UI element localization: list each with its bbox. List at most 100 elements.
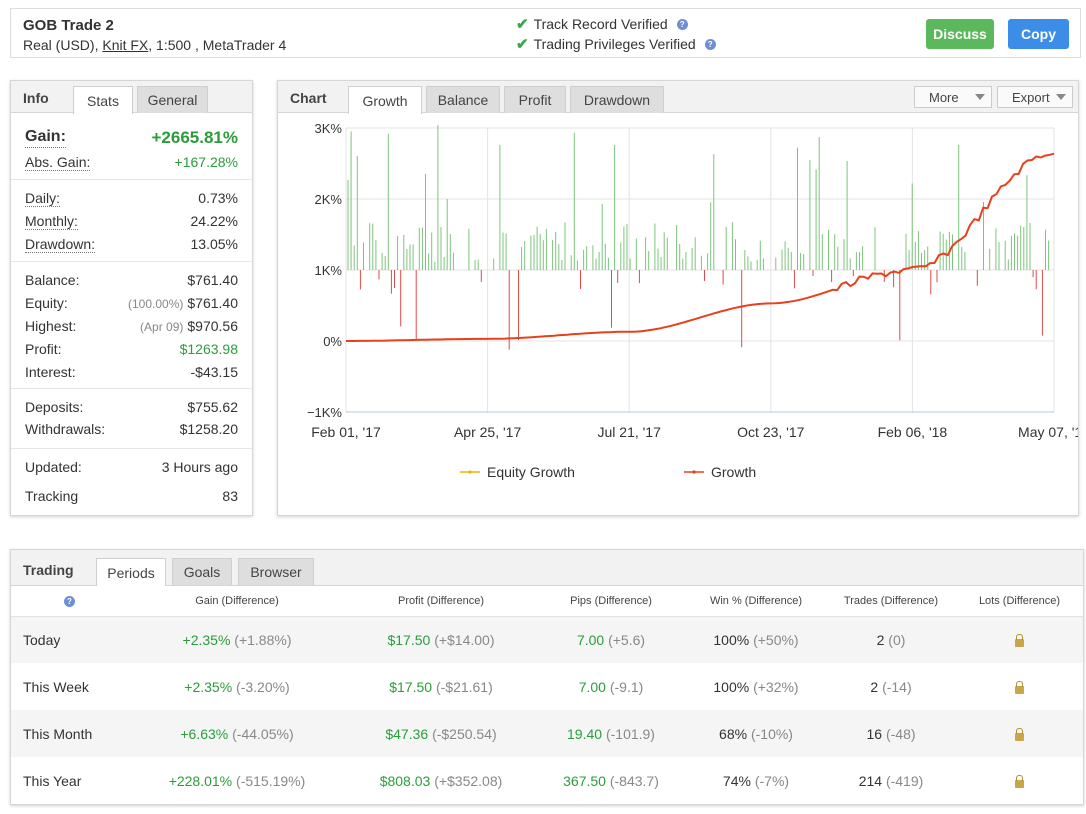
- pips-diff: (-101.9): [605, 725, 655, 742]
- tab-goals[interactable]: Goals: [172, 558, 232, 585]
- track-record-verified: ✔ Track Record Verified ?: [516, 15, 688, 33]
- tab-drawdown[interactable]: Drawdown: [570, 86, 664, 113]
- daily-value: 0.73%: [198, 190, 238, 206]
- track-record-label: Track Record Verified: [533, 16, 668, 32]
- pips-value: 367.50: [563, 772, 606, 789]
- gain-diff: (+1.88%): [234, 631, 292, 648]
- lock-icon: [1015, 633, 1024, 647]
- col-profit: Profit (Difference): [346, 586, 536, 617]
- y-tick-label: 0%: [323, 334, 342, 349]
- tab-growth[interactable]: Growth: [348, 86, 422, 114]
- help-header: ?: [11, 586, 128, 617]
- chart-title: Chart: [290, 90, 327, 106]
- gain-value: +2665.81%: [151, 128, 239, 147]
- gain-value: +2.35%: [182, 631, 231, 648]
- legend-marker: [692, 470, 696, 474]
- gain-section: Gain: +2665.81% Abs. Gain: +167.28%: [11, 114, 252, 180]
- pips-diff: (+5.6): [608, 631, 646, 648]
- highest-label: Highest:: [25, 318, 77, 334]
- legend-marker: [468, 470, 472, 474]
- x-tick-label: Apr 25, '17: [454, 424, 521, 440]
- balance-label: Balance:: [25, 272, 80, 288]
- check-icon: ✔: [516, 36, 529, 53]
- trading-privileges-label: Trading Privileges Verified: [533, 36, 696, 52]
- help-icon[interactable]: ?: [704, 38, 716, 50]
- win-value: 100%: [713, 678, 750, 695]
- table-row: This Week +2.35% (-3.20%) $17.50 (-$21.61)…: [11, 663, 1083, 710]
- tab-profit[interactable]: Profit: [504, 86, 566, 113]
- monthly-value: 24.22%: [190, 213, 238, 229]
- abs-gain-label: Abs. Gain:: [25, 154, 91, 171]
- updated-label: Updated:: [25, 459, 82, 475]
- tab-general[interactable]: General: [137, 86, 208, 113]
- trades-diff: (-14): [882, 678, 912, 695]
- trades-value: 2: [876, 631, 885, 648]
- trading-privileges-verified: ✔ Trading Privileges Verified ?: [516, 35, 716, 53]
- period-label: This Week: [23, 678, 89, 695]
- drawdown-label: Drawdown:: [25, 236, 96, 253]
- col-trades: Trades (Difference): [826, 586, 956, 617]
- more-dropdown[interactable]: More: [914, 86, 992, 108]
- help-icon[interactable]: ?: [64, 595, 75, 607]
- trades-diff: (-48): [885, 725, 916, 742]
- profit-diff: (-$250.54): [432, 725, 497, 742]
- tracking-value: 83: [222, 488, 238, 504]
- equity-label: Equity:: [25, 295, 68, 311]
- legend-label: Growth: [711, 464, 756, 480]
- gain-diff: (-3.20%): [236, 678, 290, 695]
- y-tick-label: 1K%: [315, 263, 343, 278]
- x-tick-label: Feb 06, '18: [878, 424, 948, 440]
- pips-diff: (-9.1): [609, 678, 644, 695]
- balance-section: Balance: $761.40 Equity: (100.00%) $761.40 …: [11, 262, 252, 389]
- copy-button[interactable]: Copy: [1008, 19, 1069, 49]
- interest-value: -$43.15: [190, 364, 238, 380]
- export-label: Export: [1012, 89, 1050, 105]
- interest-label: Interest:: [25, 364, 76, 380]
- rates-section: Daily: 0.73% Monthly: 24.22% Drawdown: 13.0…: [11, 180, 252, 262]
- tab-stats[interactable]: Stats: [73, 86, 133, 114]
- gain-value: +2.35%: [184, 678, 233, 695]
- col-win: Win % (Difference): [686, 586, 826, 617]
- trades-value: 214: [858, 772, 883, 789]
- table-row: Today +2.35% (+1.88%) $17.50 (+$14.00) 7.00…: [11, 616, 1083, 663]
- deposits-section: Deposits: $755.62 Withdrawals: $1258.20: [11, 389, 252, 449]
- legend-label: Equity Growth: [487, 464, 575, 480]
- lock-icon: [1015, 774, 1024, 788]
- pips-value: 7.00: [578, 678, 606, 695]
- withdrawals-value: $1258.20: [179, 421, 238, 437]
- growth-chart: 3K% 2K% 1K% 0% −1K% Feb 01, '17 Apr 25, '17 Jul…: [307, 121, 1078, 480]
- export-dropdown[interactable]: Export: [997, 86, 1073, 108]
- trading-panel: Trading Periods Goals Browser ? Gain (Di…: [10, 549, 1084, 805]
- withdrawals-label: Withdrawals:: [25, 421, 106, 437]
- help-icon[interactable]: ?: [676, 18, 688, 30]
- gain-value: +6.63%: [180, 725, 229, 742]
- profit-value: $47.36: [385, 725, 429, 742]
- broker-link[interactable]: Knit FX: [102, 37, 149, 53]
- tab-balance[interactable]: Balance: [426, 86, 500, 113]
- x-tick-label: Jul 21, '17: [598, 424, 662, 440]
- profit-diff: (+$14.00): [434, 631, 495, 648]
- tab-browser[interactable]: Browser: [238, 558, 314, 585]
- pips-value: 7.00: [576, 631, 605, 648]
- chart-panel: Chart Growth Balance Profit Drawdown Mor…: [277, 80, 1079, 516]
- win-value: 68%: [719, 725, 748, 742]
- col-gain: Gain (Difference): [128, 586, 346, 617]
- balance-value: $761.40: [187, 272, 238, 288]
- trades-value: 16: [866, 725, 883, 742]
- x-tick-label: May 07, '18: [1018, 424, 1078, 440]
- period-label: This Month: [23, 725, 93, 742]
- info-tabbar: Info Stats General: [11, 81, 252, 114]
- tab-periods[interactable]: Periods: [96, 558, 166, 586]
- profit-value: $17.50: [387, 631, 431, 648]
- profit-value: $808.03: [379, 772, 431, 789]
- table-header-row: ? Gain (Difference) Profit (Difference) …: [11, 586, 1083, 617]
- more-label: More: [929, 89, 959, 105]
- chevron-down-icon: [1056, 94, 1066, 100]
- equity-pct: (100.00%): [128, 297, 184, 311]
- info-title: Info: [23, 90, 49, 106]
- pips-diff: (-843.7): [609, 772, 659, 789]
- abs-gain-value: +167.28%: [174, 154, 238, 170]
- win-diff: (+50%): [753, 631, 799, 648]
- trading-tabbar: Trading Periods Goals Browser: [11, 550, 1083, 586]
- discuss-button[interactable]: Discuss: [926, 19, 994, 49]
